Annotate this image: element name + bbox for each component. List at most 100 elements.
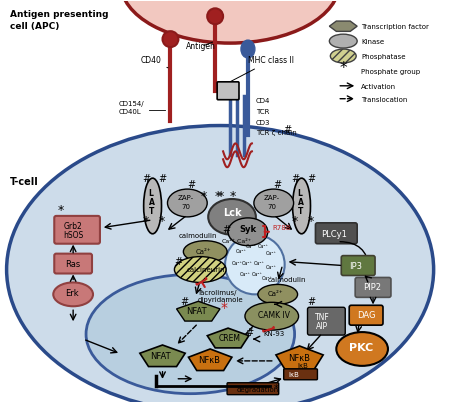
Ellipse shape xyxy=(254,189,293,217)
Text: #: # xyxy=(222,225,230,235)
Text: #: # xyxy=(174,257,182,266)
Text: CAMK IV: CAMK IV xyxy=(258,311,290,320)
Ellipse shape xyxy=(174,257,226,283)
Ellipse shape xyxy=(337,332,388,366)
Ellipse shape xyxy=(208,199,256,235)
Text: IκB: IκB xyxy=(289,372,300,378)
Text: Tacrolimus/: Tacrolimus/ xyxy=(197,290,237,296)
FancyBboxPatch shape xyxy=(308,307,345,335)
Text: CD40L: CD40L xyxy=(119,109,142,114)
Text: Kinase: Kinase xyxy=(361,39,384,45)
FancyBboxPatch shape xyxy=(316,223,357,244)
Ellipse shape xyxy=(167,189,207,217)
Text: #: # xyxy=(181,297,189,307)
Ellipse shape xyxy=(292,178,310,234)
Ellipse shape xyxy=(7,125,434,403)
Text: *: * xyxy=(57,204,64,217)
Ellipse shape xyxy=(144,178,162,234)
Text: A: A xyxy=(298,198,303,207)
Text: *: * xyxy=(218,190,224,203)
Text: *: * xyxy=(308,215,314,228)
Text: NFκB: NFκB xyxy=(288,354,310,363)
Text: L: L xyxy=(298,189,302,198)
Text: *: * xyxy=(143,215,149,228)
Text: T: T xyxy=(149,207,154,216)
Ellipse shape xyxy=(183,241,227,263)
FancyBboxPatch shape xyxy=(54,216,100,244)
Text: calmodulin: calmodulin xyxy=(268,277,306,283)
Text: 70: 70 xyxy=(182,204,191,210)
FancyBboxPatch shape xyxy=(54,253,92,274)
Circle shape xyxy=(225,235,285,294)
Text: *: * xyxy=(214,190,220,203)
FancyBboxPatch shape xyxy=(341,256,375,276)
Text: Ca²⁺: Ca²⁺ xyxy=(251,272,263,278)
Text: Antigen: Antigen xyxy=(186,42,216,51)
Text: CD154/: CD154/ xyxy=(119,101,145,107)
FancyBboxPatch shape xyxy=(355,278,391,297)
Text: Ca²⁺: Ca²⁺ xyxy=(265,251,276,256)
Text: NFAT: NFAT xyxy=(151,352,171,361)
Text: TCR ζ chain: TCR ζ chain xyxy=(256,131,297,137)
Text: #: # xyxy=(274,180,282,190)
Text: Ca²⁺: Ca²⁺ xyxy=(261,276,272,281)
Text: Ca²⁺: Ca²⁺ xyxy=(246,244,256,249)
Text: hSOS: hSOS xyxy=(63,231,83,240)
Text: Grb2: Grb2 xyxy=(63,222,82,231)
Text: R788: R788 xyxy=(273,225,291,231)
Text: PKC: PKC xyxy=(349,343,374,353)
Polygon shape xyxy=(176,301,220,321)
Text: ZAP-: ZAP- xyxy=(177,195,193,201)
Text: CD40: CD40 xyxy=(141,56,168,68)
Text: ZAP-: ZAP- xyxy=(264,195,280,201)
Text: Ras: Ras xyxy=(65,260,81,268)
Ellipse shape xyxy=(329,34,357,48)
Ellipse shape xyxy=(86,274,295,394)
Text: 70: 70 xyxy=(268,204,277,210)
Ellipse shape xyxy=(245,302,299,330)
Text: PLCy1: PLCy1 xyxy=(321,230,347,239)
Text: Ca²⁺: Ca²⁺ xyxy=(239,272,250,278)
Text: *: * xyxy=(220,301,227,315)
FancyBboxPatch shape xyxy=(349,305,383,325)
Text: #: # xyxy=(308,297,316,307)
Text: PIP2: PIP2 xyxy=(363,283,381,293)
Text: #: # xyxy=(283,125,292,135)
Polygon shape xyxy=(189,349,232,370)
FancyBboxPatch shape xyxy=(283,369,318,380)
Text: A: A xyxy=(149,198,155,207)
Text: calmodulin: calmodulin xyxy=(178,233,217,239)
Text: Erk: Erk xyxy=(65,289,79,298)
Text: #: # xyxy=(292,174,300,184)
Text: NFκB: NFκB xyxy=(198,356,220,365)
Text: AIP: AIP xyxy=(316,322,328,331)
Text: Ca²⁺: Ca²⁺ xyxy=(241,261,253,266)
Text: calcineurin: calcineurin xyxy=(186,266,225,272)
Text: #: # xyxy=(187,180,195,190)
Text: CREM: CREM xyxy=(218,334,240,343)
Text: #: # xyxy=(308,174,316,184)
Text: Ca²⁺: Ca²⁺ xyxy=(236,249,246,253)
Text: DAG: DAG xyxy=(357,311,376,320)
FancyBboxPatch shape xyxy=(217,82,239,100)
Circle shape xyxy=(207,8,223,24)
Ellipse shape xyxy=(228,218,268,246)
Text: NFAT: NFAT xyxy=(186,307,207,316)
Text: Lck: Lck xyxy=(223,208,242,218)
Text: TNF: TNF xyxy=(316,313,330,322)
Text: Ca²⁺: Ca²⁺ xyxy=(265,264,276,270)
Text: Ca²⁺: Ca²⁺ xyxy=(257,244,268,249)
Text: IP3: IP3 xyxy=(349,262,362,270)
Polygon shape xyxy=(207,328,249,348)
Text: Antigen presenting: Antigen presenting xyxy=(9,10,108,19)
Text: Ca²⁺: Ca²⁺ xyxy=(268,291,283,297)
Text: Translocation: Translocation xyxy=(361,97,408,103)
Text: T-cell: T-cell xyxy=(9,177,38,187)
Ellipse shape xyxy=(53,283,93,306)
Ellipse shape xyxy=(121,0,339,43)
Text: KN-93: KN-93 xyxy=(264,331,285,337)
Text: Ca²⁺: Ca²⁺ xyxy=(231,261,243,266)
Text: Ca²⁺: Ca²⁺ xyxy=(253,261,264,266)
Ellipse shape xyxy=(258,285,298,304)
Text: *: * xyxy=(230,190,237,203)
